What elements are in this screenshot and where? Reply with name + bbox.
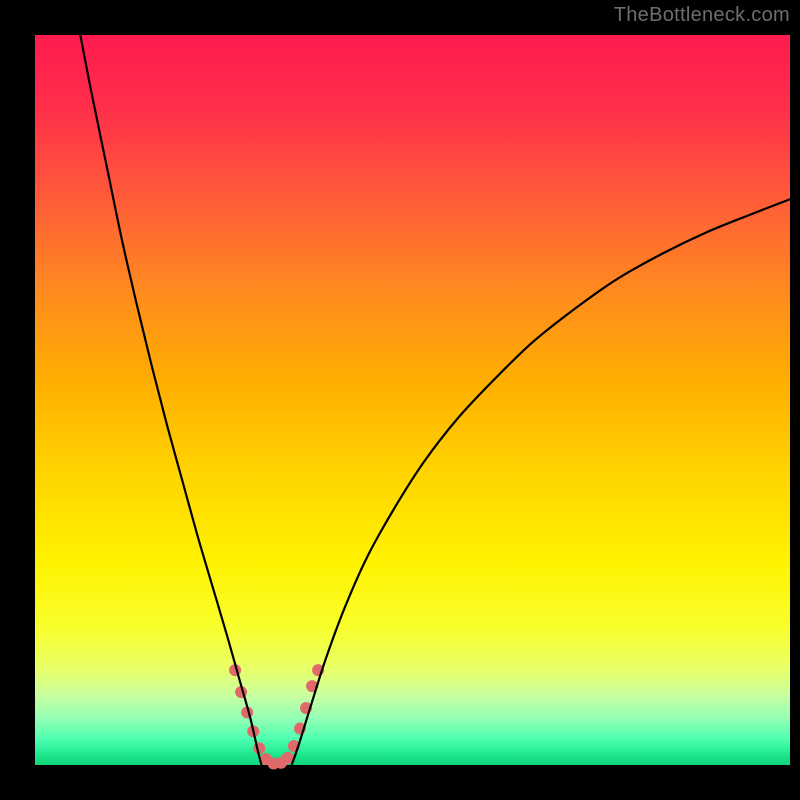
bottleneck-chart bbox=[0, 0, 800, 800]
plot-background-gradient bbox=[35, 35, 790, 765]
stage: TheBottleneck.com bbox=[0, 0, 800, 800]
watermark-text: TheBottleneck.com bbox=[614, 4, 790, 27]
